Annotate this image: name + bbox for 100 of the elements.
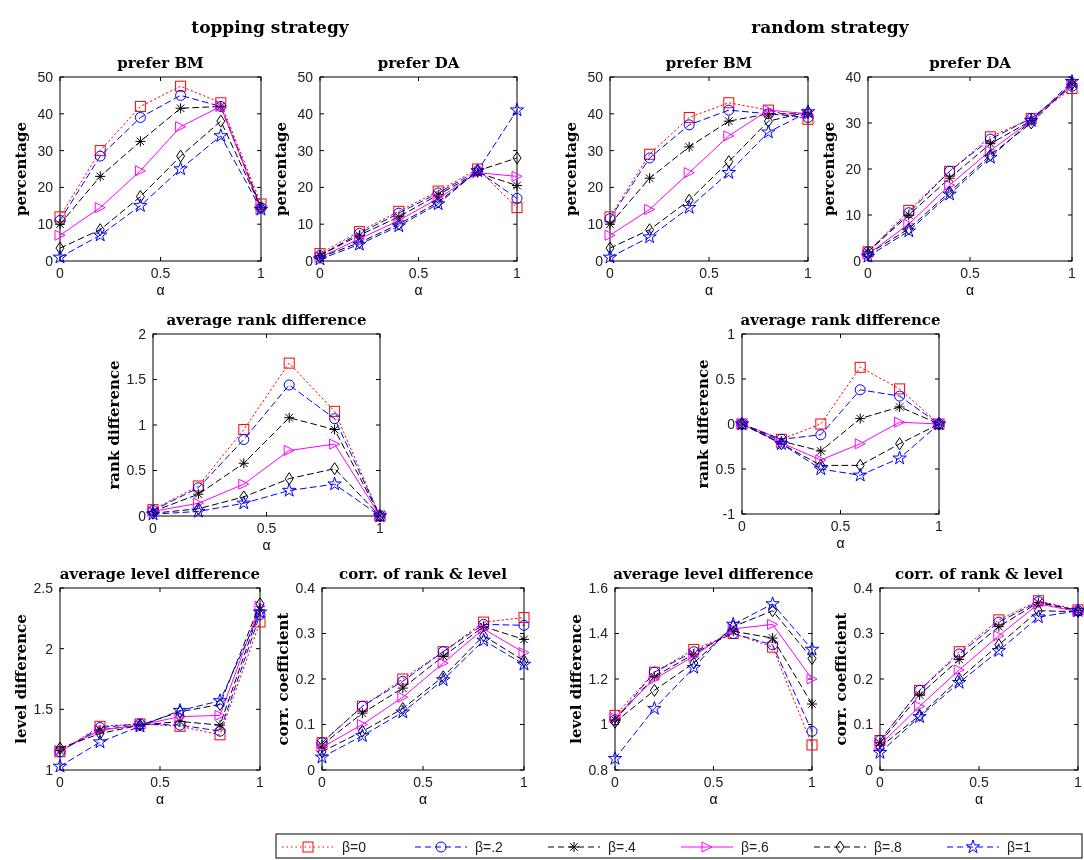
y-tick-label: 40 [37,105,54,122]
y-tick-label: 1 [138,416,147,433]
chart-title: prefer BM [117,54,204,72]
x-tick-label: 1 [1068,265,1077,281]
y-tick-label: 40 [587,105,604,122]
y-tick-label: 2 [138,325,147,342]
y-tick-label: 10 [587,216,604,233]
x-axis-title: α [965,282,975,298]
x-tick-label: 0.5 [150,265,171,281]
y-tick-label: 20 [297,179,314,196]
y-tick-label: 50 [587,68,604,85]
y-tick-label: 0 [307,761,316,778]
x-tick-label: 0 [876,774,885,790]
text: random strategy [751,17,910,37]
legend-label: β=.2 [475,838,504,855]
y-tick-label: 50 [37,68,54,85]
y-tick-label: 20 [845,160,862,177]
x-tick-label: 1 [808,774,817,790]
x-tick-label: 1 [935,518,944,534]
y-tick-label: 20 [587,179,604,196]
y-axis-title: percentage [272,121,290,217]
y-tick-label: 0.8 [588,761,609,778]
x-tick-label: 0.5 [408,265,429,281]
x-tick-label: 1 [257,265,266,281]
y-tick-label: 1.2 [588,670,609,687]
x-tick-label: 0.5 [969,774,989,790]
y-tick-label: 0.4 [295,579,316,596]
y-tick-label: 0 [865,761,874,778]
x-tick-label: 0 [56,265,65,281]
x-tick-label: 1 [804,265,813,281]
y-tick-label: 0.5 [715,460,736,477]
y-tick-label: 30 [37,142,54,159]
x-axis-title: α [262,537,271,553]
y-tick-label: 0.3 [853,625,874,642]
legend-label: β=.6 [741,838,770,855]
y-tick-label: 0 [853,252,862,269]
chart-title: prefer DA [929,54,1012,72]
chart-title: average rank difference [166,311,367,329]
x-tick-label: 0 [149,520,158,536]
y-tick-label: 0 [727,415,736,432]
y-tick-label: 0.5 [126,462,147,479]
x-tick-label: 1 [1074,774,1083,790]
text: topping strategy [191,17,350,37]
y-tick-label: 20 [37,179,54,196]
chart-title: corr. of rank & level [895,565,1064,583]
x-tick-label: 0.5 [703,774,724,790]
y-tick-label: 1.5 [126,371,147,388]
chart-title: prefer BM [665,54,753,72]
x-axis-title: α [414,282,423,298]
y-tick-label: 1.4 [588,625,609,642]
y-axis-title: corr. coefficient [832,612,850,746]
x-tick-label: 0.5 [830,518,851,534]
y-tick-label: 0 [595,252,604,269]
y-tick-label: 0 [45,252,54,269]
x-axis-title: α [709,791,718,807]
y-tick-label: 40 [845,68,862,85]
chart-title: average rank difference [740,311,941,329]
y-tick-label: 30 [587,142,604,159]
y-tick-label: 10 [37,216,54,233]
y-tick-label: 2.5 [33,579,54,596]
y-axis-title: rank difference [694,359,712,489]
y-tick-label: 1.6 [588,579,609,596]
legend-label: β=0 [342,838,367,855]
x-tick-label: 0.5 [150,774,170,790]
y-tick-label: 0.2 [295,670,316,687]
x-axis-title: α [418,791,428,807]
legend-label: β=.4 [608,838,637,855]
x-axis-title: α [156,282,165,298]
x-tick-label: 1 [513,265,522,281]
y-tick-label: 40 [297,105,314,122]
x-tick-label: 0 [56,774,65,790]
y-tick-label: 0 [305,252,314,269]
y-tick-label: 1 [727,325,736,342]
y-tick-label: 0.1 [853,716,874,733]
x-tick-label: 0 [318,774,327,790]
x-axis-title: α [974,791,984,807]
chart-title: corr. of rank & level [339,565,508,583]
y-axis-title: percentage [562,121,580,217]
y-tick-label: 1 [45,761,54,778]
y-tick-label: 0.4 [853,579,874,596]
y-axis-title: rank difference [105,360,123,490]
y-tick-label: 50 [297,68,314,85]
y-tick-label: 10 [297,216,314,233]
x-axis-title: α [155,791,165,807]
chart-title: average level difference [59,565,261,583]
x-axis-title: α [704,282,714,298]
y-tick-label: 10 [845,206,862,223]
y-axis-title: corr. coefficient [274,612,292,746]
x-tick-label: 1 [520,774,529,790]
y-axis-title: level difference [12,614,30,744]
x-tick-label: 0 [738,518,747,534]
y-tick-label: 30 [845,114,862,131]
y-tick-label: -1 [722,505,736,522]
y-axis-title: level difference [567,614,585,744]
y-tick-label: 30 [297,142,314,159]
x-tick-label: 0.5 [256,520,277,536]
x-tick-label: 0 [611,774,620,790]
x-tick-label: 0.5 [960,265,980,281]
y-axis-title: percentage [820,121,838,217]
x-tick-label: 0.5 [413,774,433,790]
